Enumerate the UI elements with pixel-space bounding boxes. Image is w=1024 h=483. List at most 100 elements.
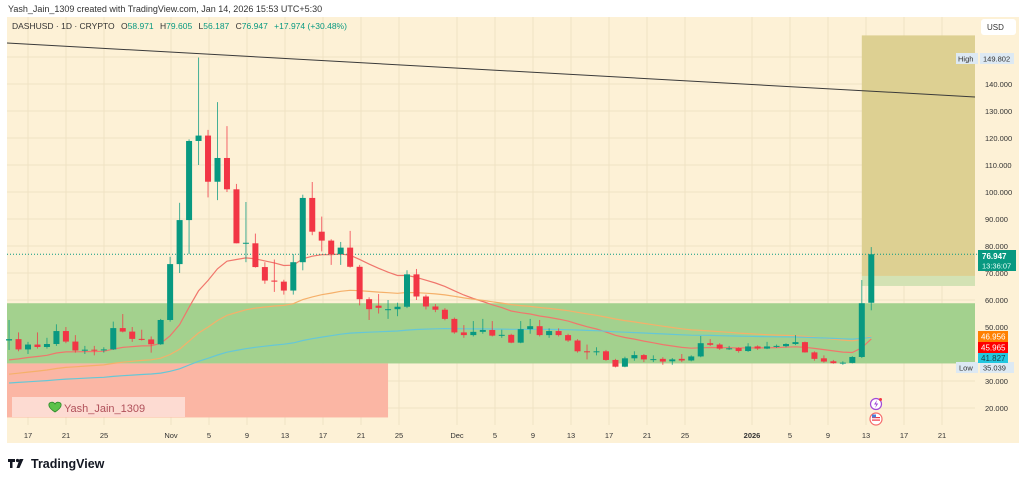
candle — [820, 355, 827, 363]
ohlc-legend: DASHUSD · 1D · CRYPTO O58.971 H79.605 L5… — [12, 21, 347, 31]
candle — [252, 233, 259, 268]
candle-body — [404, 274, 410, 307]
candle — [233, 183, 240, 244]
candle — [261, 262, 268, 284]
low-label: Low — [959, 364, 973, 373]
price-axis[interactable]: 140.000 130.000 120.000 110.000 100.000 90.00… — [985, 80, 1012, 413]
candle-body — [697, 343, 704, 357]
candle-body — [81, 349, 88, 351]
candle-body — [195, 135, 202, 141]
price-tick-label: 20.000 — [985, 404, 1008, 413]
candle — [214, 102, 221, 201]
currency-button[interactable] — [981, 19, 1016, 35]
candle — [659, 357, 666, 365]
candle-body — [517, 329, 524, 343]
candle-body — [119, 328, 126, 332]
candle — [413, 268, 420, 300]
ma-red-tag — [978, 342, 1008, 353]
high-value-tag — [980, 53, 1014, 64]
candle-body — [328, 240, 335, 255]
candle-body — [176, 220, 183, 265]
candle — [6, 319, 13, 350]
candle-body — [356, 266, 363, 300]
time-tick-label: 17 — [24, 431, 32, 440]
candle-body — [375, 305, 382, 308]
candle-body — [868, 254, 875, 303]
candle-body — [62, 331, 69, 342]
lightning-event-icon[interactable] — [869, 397, 883, 411]
candle — [404, 270, 410, 309]
candle-body — [129, 331, 136, 339]
candle-body — [584, 351, 591, 353]
candle-body — [546, 331, 553, 336]
candle-body — [432, 306, 439, 310]
candle-body — [593, 351, 600, 353]
light-green-zone — [861, 275, 975, 286]
candle — [176, 202, 183, 273]
candle-body — [650, 359, 657, 361]
low-value-tag — [980, 362, 1014, 373]
candle — [868, 247, 875, 311]
candle — [470, 321, 477, 337]
tradingview-logo-icon[interactable] — [8, 458, 24, 468]
candle-body — [422, 296, 429, 307]
candle-body — [148, 339, 155, 345]
candle-body — [15, 339, 22, 350]
candle-body — [508, 334, 515, 343]
candle — [517, 321, 524, 344]
candle — [195, 57, 202, 165]
time-tick-label: 9 — [826, 431, 830, 440]
us-flag-event-icon[interactable] — [869, 412, 883, 426]
time-axis[interactable]: 17 21 25 Nov 5 9 13 17 21 25 Dec 5 9 13 17 21 25 2026 5 9 13… — [24, 431, 946, 440]
candle — [271, 259, 278, 292]
candle — [451, 317, 458, 334]
candle — [309, 182, 316, 236]
time-tick-label: 5 — [788, 431, 792, 440]
candle-body — [470, 331, 477, 336]
trendline[interactable] — [6, 42, 976, 98]
candle — [792, 335, 799, 346]
candles — [6, 57, 875, 368]
time-tick-label: 9 — [531, 431, 535, 440]
candle-body — [366, 299, 373, 310]
candle-body — [612, 359, 619, 367]
time-tick-label: 25 — [395, 431, 403, 440]
time-tick-label: 25 — [100, 431, 108, 440]
time-tick-label: 21 — [643, 431, 651, 440]
bar-countdown: 13:36:07 — [982, 262, 1011, 271]
candle — [100, 347, 107, 353]
chart-caption: Yash_Jain_1309 created with TradingView.… — [8, 4, 322, 14]
time-tick-label: 17 — [605, 431, 613, 440]
candle — [688, 355, 695, 362]
candle — [593, 347, 600, 356]
candle — [290, 254, 297, 295]
candle — [697, 335, 704, 358]
candle — [81, 345, 88, 354]
candle-body — [773, 345, 780, 347]
candle — [527, 318, 534, 334]
price-tick-label: 140.000 — [985, 80, 1012, 89]
candle-body — [138, 338, 145, 340]
time-tick-label: Nov — [164, 431, 178, 440]
candle-body — [707, 343, 714, 345]
time-tick-label: 13 — [567, 431, 575, 440]
candle-body — [460, 332, 467, 336]
candle — [157, 318, 164, 345]
ma-orange-value: 46.956 — [981, 333, 1006, 342]
candle — [735, 347, 742, 353]
candle — [328, 239, 335, 265]
candle-body — [839, 362, 846, 364]
candle-body — [555, 331, 562, 336]
price-tick-label: 120.000 — [985, 134, 1012, 143]
candle-body — [413, 274, 420, 297]
candle-body — [337, 247, 344, 255]
candle-body — [53, 331, 60, 345]
candle-body — [385, 309, 392, 311]
candle-body — [186, 140, 193, 221]
candle — [223, 126, 230, 192]
candle-body — [783, 344, 789, 347]
candle — [347, 230, 354, 268]
candle — [337, 241, 344, 265]
time-tick-label: 13 — [862, 431, 870, 440]
